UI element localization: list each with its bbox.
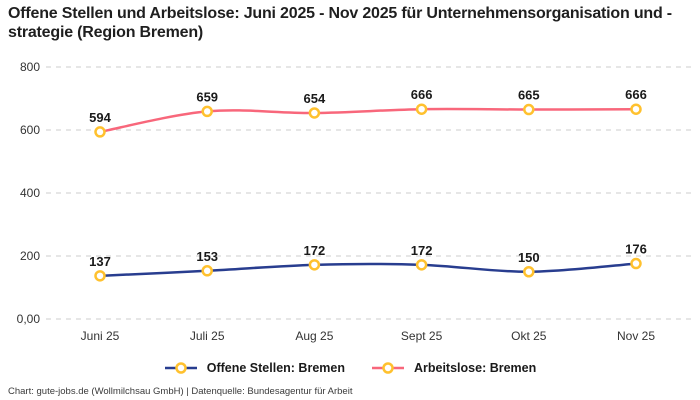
data-point-marker[interactable] [201,105,213,118]
data-point-marker[interactable] [523,266,535,278]
series-line-0 [98,262,638,278]
data-point-label: 137 [89,254,111,269]
data-point-marker[interactable] [94,126,106,138]
legend-item-arbeitslose[interactable]: Arbeitslose: Bremen [371,361,536,375]
legend-marker-offene-stellen-icon [164,362,197,374]
x-axis-label: Sept 25 [401,329,443,343]
x-axis-label: Juli 25 [190,329,225,343]
data-point-label: 594 [89,110,111,125]
data-point-marker[interactable] [415,259,428,271]
legend-marker-arbeitslose-icon [371,362,404,374]
data-point-label: 176 [625,242,647,257]
data-point-marker[interactable] [630,103,642,115]
y-tick-label: 800 [20,60,40,74]
y-tick-label: 600 [20,123,40,137]
y-tick-label: 0,00 [17,312,41,326]
y-tick-label: 400 [20,186,40,200]
legend-label-offene-stellen: Offene Stellen: Bremen [206,361,345,375]
data-point-label: 150 [518,250,540,265]
chart-title: Offene Stellen und Arbeitslose: Juni 202… [8,5,672,41]
data-point-label: 153 [196,249,218,264]
data-point-marker[interactable] [630,257,642,270]
data-point-marker[interactable] [308,107,321,119]
x-axis-label: Nov 25 [617,329,655,343]
data-point-label: 172 [411,243,433,258]
data-point-label: 172 [304,243,326,258]
chart-attribution: Chart: gute-jobs.de (Wollmilchsau GmbH) … [8,386,353,397]
data-point-label: 654 [304,91,326,106]
data-point-marker[interactable] [308,259,321,271]
x-axis-label: Juni 25 [81,329,120,343]
data-point-label: 665 [518,88,540,103]
x-axis-label: Okt 25 [511,329,547,343]
x-axis-label: Aug 25 [295,329,333,343]
data-point-marker[interactable] [415,103,428,115]
series-line-1 [98,107,638,134]
line-chart: 0,00 200 400 600 800 Juni 25 Juli 25 Aug 25 Sept… [17,60,695,343]
data-point-marker[interactable] [94,270,106,282]
data-point-label: 666 [625,87,647,102]
legend-label-arbeitslose: Arbeitslose: Bremen [413,361,537,375]
y-tick-label: 200 [20,249,40,263]
data-point-label: 666 [411,87,433,102]
data-point-marker[interactable] [523,103,535,116]
chart-legend: Offene Stellen: Bremen Arbeitslose: Brem… [0,361,700,375]
legend-item-offene-stellen[interactable]: Offene Stellen: Bremen [164,361,345,375]
data-point-label: 659 [196,89,218,104]
data-point-marker[interactable] [201,265,213,277]
